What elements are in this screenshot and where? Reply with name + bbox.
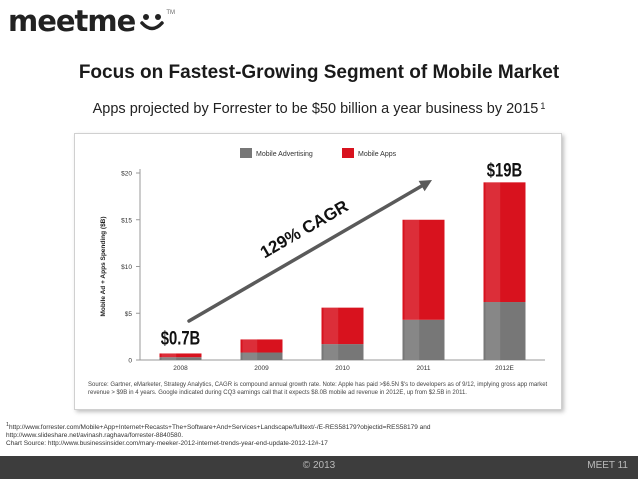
y-tick-label: $5 bbox=[125, 311, 133, 318]
bar-mobile-apps-shade bbox=[242, 339, 258, 353]
meetme-logo: meetme TM bbox=[8, 4, 175, 38]
bar-mobile-advertising-shade bbox=[323, 344, 339, 360]
bar-mobile-apps-shade bbox=[485, 182, 501, 303]
x-tick-label: 2008 bbox=[173, 365, 188, 372]
y-tick-label: $10 bbox=[121, 264, 132, 271]
copyright: © 2013 bbox=[302, 460, 336, 471]
x-tick-label: 2010 bbox=[335, 365, 350, 372]
subtitle-text: Apps projected by Forrester to be $50 bi… bbox=[92, 101, 539, 117]
bar-mobile-apps bbox=[402, 219, 445, 320]
bar-mobile-apps bbox=[321, 307, 364, 345]
subtitle-footnote-ref: 1 bbox=[540, 101, 546, 111]
bar-mobile-apps bbox=[159, 353, 202, 358]
x-tick-label: 2009 bbox=[254, 365, 269, 372]
bar-mobile-apps bbox=[483, 182, 526, 303]
bar-mobile-apps-shade bbox=[323, 307, 339, 345]
footnote-line-2: http://www.slideshare.net/avinash.raghav… bbox=[6, 432, 184, 440]
bar-mobile-advertising bbox=[483, 302, 526, 360]
y-tick-label: 0 bbox=[128, 358, 132, 365]
legend-swatch bbox=[240, 148, 252, 158]
y-axis-label: Mobile Ad + Apps Spending ($B) bbox=[100, 216, 107, 316]
logo-wordmark: meetme bbox=[8, 4, 136, 38]
page-number: MEET 11 bbox=[587, 460, 628, 471]
logo-trademark: TM bbox=[166, 10, 175, 16]
bar-mobile-apps bbox=[240, 339, 283, 353]
start-value-label: $0.7B bbox=[161, 328, 200, 349]
bar-mobile-advertising-shade bbox=[242, 352, 258, 360]
legend-swatch bbox=[342, 148, 354, 158]
x-tick-label: 2011 bbox=[417, 365, 431, 372]
bar-mobile-advertising bbox=[159, 357, 202, 360]
legend-label: Mobile Advertising bbox=[256, 151, 313, 158]
bar-mobile-advertising bbox=[402, 319, 445, 360]
footnote: 1http://www.forrester.com/Mobile+App+Int… bbox=[6, 421, 586, 448]
chart-frame: 0 $5 $10 $15 $20 Mobile Ad + Apps Spending ($… bbox=[74, 133, 562, 410]
legend-label: Mobile Apps bbox=[358, 151, 397, 158]
bar-mobile-advertising-shade bbox=[161, 357, 177, 360]
y-tick-label: $20 bbox=[121, 171, 132, 178]
slide-title: Focus on Fastest-Growing Segment of Mobi… bbox=[78, 62, 560, 83]
footnote-line-3: Chart Source: http://www.businessinsider… bbox=[6, 440, 328, 448]
y-tick-label: $15 bbox=[121, 217, 132, 224]
bar-mobile-advertising-shade bbox=[485, 302, 501, 360]
footnote-line-1: http://www.forrester.com/Mobile+App+Inte… bbox=[9, 424, 431, 432]
slide-subtitle: Apps projected by Forrester to be $50 bi… bbox=[0, 101, 638, 117]
chart-source-note: Source: Gartner, eMarketer, Strategy Ana… bbox=[88, 382, 548, 396]
bar-mobile-apps-shade bbox=[404, 219, 420, 320]
x-tick-label: 2012E bbox=[495, 365, 514, 372]
bar-mobile-apps-shade bbox=[161, 353, 177, 358]
bar-mobile-advertising bbox=[240, 352, 283, 360]
spending-chart: 0 $5 $10 $15 $20 Mobile Ad + Apps Spending ($… bbox=[100, 148, 545, 372]
slide-footer: © 2013 MEET 11 bbox=[0, 456, 638, 479]
footnote-marker: 1 bbox=[6, 422, 10, 428]
bar-mobile-advertising bbox=[321, 344, 364, 360]
end-value-label: $19B bbox=[487, 160, 522, 181]
smiley-icon bbox=[140, 14, 165, 31]
growth-arrow-shaft bbox=[187, 184, 424, 323]
growth-arrow-head bbox=[418, 180, 432, 192]
bar-mobile-advertising-shade bbox=[404, 319, 420, 360]
